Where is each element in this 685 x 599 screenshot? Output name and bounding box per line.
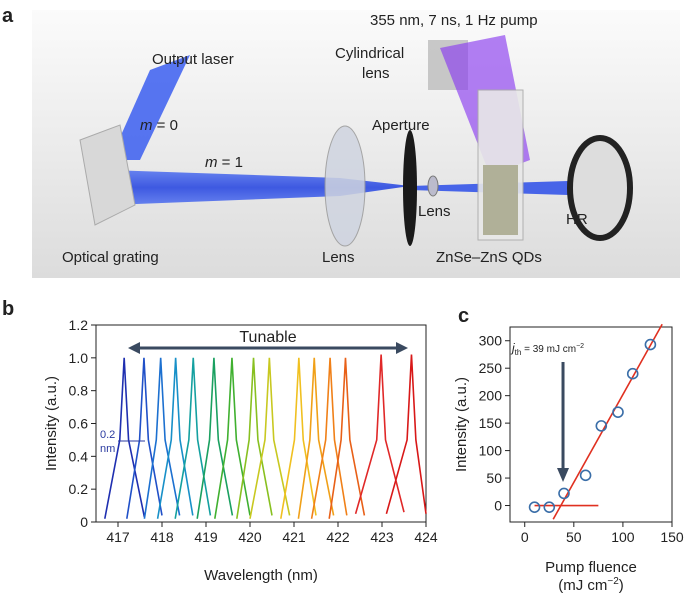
line — [249, 357, 291, 519]
line — [236, 357, 273, 519]
label: ZnSe–ZnS QDs — [436, 249, 542, 266]
panel-a: a 355 nm, 7 ns, 1 Hz pump Cylindrical le… — [2, 5, 680, 278]
y-tick-label: 0.4 — [69, 448, 89, 464]
line — [385, 354, 427, 515]
label-text: = 0 — [153, 117, 178, 134]
x-tick-label: 50 — [566, 529, 582, 545]
label: Lens — [322, 249, 355, 266]
y-tick-label: 200 — [479, 388, 503, 404]
y-tick-label: 0.6 — [69, 416, 89, 432]
arrow-head — [396, 342, 408, 354]
y-tick-label: 0 — [80, 514, 88, 530]
output-beam — [110, 55, 190, 160]
y-tick-label: 1.2 — [69, 317, 89, 333]
ann-var: j — [510, 341, 515, 355]
unit-text: (mJ cm — [558, 577, 607, 594]
point — [543, 501, 556, 513]
point — [558, 487, 570, 500]
annotation: 0.2 — [100, 429, 115, 441]
y-axis-label: Intensity (a.u.) — [453, 377, 470, 472]
y-axis-label: Intensity (a.u.) — [43, 376, 60, 471]
x-axis-label: Wavelength (nm) — [204, 567, 318, 584]
point — [595, 420, 608, 432]
x-tick-label: 417 — [106, 529, 130, 545]
label: Output laser — [152, 51, 234, 68]
small-lens — [427, 175, 439, 197]
label: HR — [566, 211, 588, 228]
x-tick-label: 418 — [150, 529, 174, 545]
x-axis-label: Pump fluence — [545, 559, 637, 576]
point — [644, 338, 657, 351]
line — [297, 357, 335, 519]
y-tick-label: 1.0 — [69, 350, 89, 366]
ann-sub: th — [515, 348, 522, 357]
label: Aperture — [372, 117, 430, 134]
line — [354, 354, 405, 515]
ann-text: = 39 mJ cm — [521, 344, 576, 355]
label: m = 0 — [140, 117, 178, 134]
x-tick-label: 421 — [282, 529, 306, 545]
label-var: m — [140, 117, 153, 134]
label: 355 nm, 7 ns, 1 Hz pump — [370, 12, 538, 29]
plot-frame — [95, 324, 427, 523]
arrow-head — [128, 342, 140, 354]
x-tick-label: 422 — [326, 529, 350, 545]
line — [104, 357, 146, 519]
line — [214, 357, 251, 519]
annotation: Tunable — [239, 329, 296, 346]
line — [280, 357, 317, 519]
x-tick-label: 424 — [414, 529, 438, 545]
arrow-head — [557, 468, 570, 482]
x-tick-label: 150 — [660, 529, 684, 545]
x-tick-label: 0 — [521, 529, 529, 545]
lens — [324, 125, 366, 247]
line — [552, 323, 663, 520]
label: m = 1 — [205, 154, 243, 171]
unit-text: ) — [619, 577, 624, 594]
chart-b: b 417 418 419 420 421 422 423 424 0 0.2 0.4 0.6 0.8 1.… — [2, 298, 438, 584]
y-tick-label: 0.2 — [69, 481, 89, 497]
line — [143, 357, 181, 519]
x-tick-label: 100 — [611, 529, 635, 545]
label: Lens — [418, 203, 451, 220]
y-tick-label: 150 — [479, 415, 503, 431]
label: Cylindrical — [335, 45, 404, 62]
line — [174, 357, 212, 519]
x-axis-unit: (mJ cm−2) — [558, 576, 624, 594]
point — [612, 406, 624, 418]
label: Optical grating — [62, 249, 159, 266]
aperture — [403, 130, 417, 246]
panel-letter: b — [2, 298, 14, 320]
plot-frame — [509, 326, 673, 523]
annotation: nm — [100, 443, 115, 455]
x-tick-label: 423 — [370, 529, 394, 545]
line — [310, 357, 348, 519]
point — [528, 501, 541, 513]
label: lens — [362, 65, 390, 82]
y-tick-label: 0 — [494, 498, 502, 514]
panel-letter: c — [458, 305, 469, 327]
x-tick-label: 420 — [238, 529, 262, 545]
y-tick-label: 300 — [479, 333, 503, 349]
unit-sup: −2 — [607, 576, 619, 587]
y-tick-label: 50 — [486, 470, 502, 486]
qds — [483, 165, 518, 235]
label-text: = 1 — [218, 154, 243, 171]
y-tick-label: 250 — [479, 360, 503, 376]
line — [328, 357, 366, 519]
point — [626, 367, 639, 380]
y-tick-label: 100 — [479, 443, 503, 459]
y-tick-label: 0.8 — [69, 383, 89, 399]
x-tick-label: 419 — [194, 529, 218, 545]
panel-letter: a — [2, 5, 14, 27]
point — [579, 469, 592, 482]
label-var: m — [205, 154, 218, 171]
grating — [79, 124, 136, 226]
ann-sup: −2 — [576, 343, 584, 350]
mirror — [567, 135, 633, 241]
annotation: jth = 39 mJ cm−2 — [510, 341, 584, 357]
chart-c: c 0 50 100 150 0 50 100 150 200 250 300 Intensity (a… — [453, 305, 684, 594]
